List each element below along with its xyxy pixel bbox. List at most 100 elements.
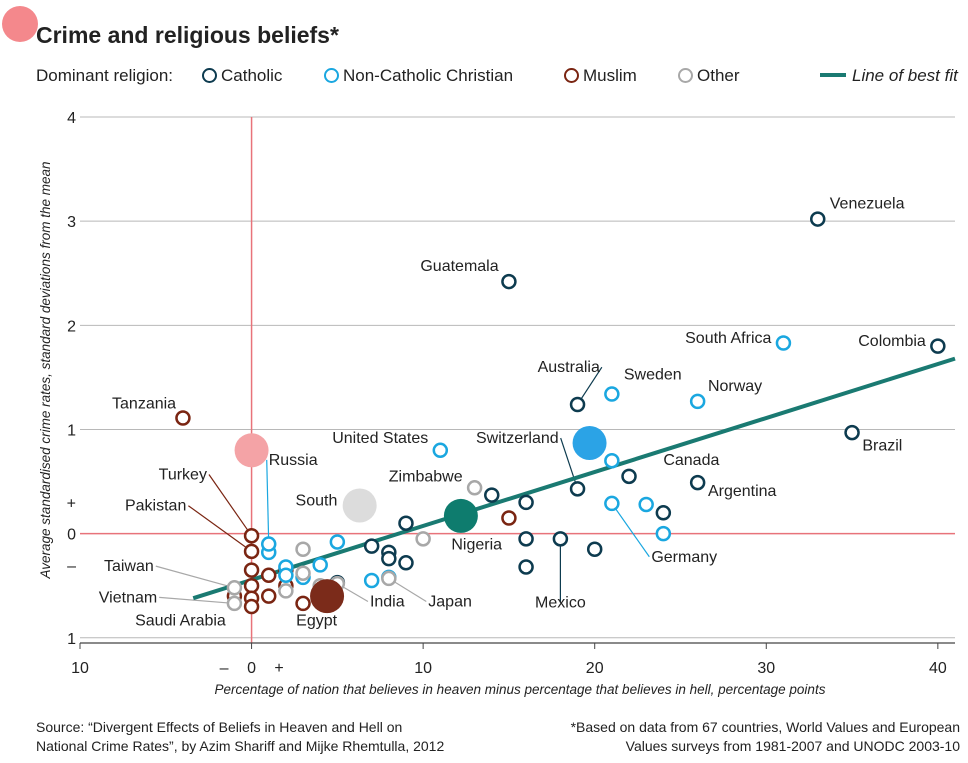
- point-label-india: India: [370, 594, 405, 611]
- y-tick-label: 0: [67, 527, 76, 544]
- y-sign-label: –: [67, 558, 76, 575]
- point-label-germany: Germany: [651, 549, 717, 566]
- point-label-egypt: Egypt: [296, 612, 337, 629]
- x-sign-label: –: [220, 660, 229, 677]
- data-point-brazil: [844, 424, 860, 441]
- leader-line: [159, 596, 235, 605]
- source-line-2: National Crime Rates”, by Azim Shariff a…: [36, 738, 445, 754]
- point-label-guatemala: Guatemala: [420, 258, 498, 275]
- data-point: [312, 557, 328, 573]
- data-point-nigeria: [501, 510, 517, 526]
- data-point: [518, 531, 534, 547]
- legend-ring-icon: [324, 68, 339, 83]
- x-axis-title: Percentage of nation that believes in he…: [215, 682, 826, 697]
- x-tick-label: 20: [586, 660, 604, 677]
- legend: Dominant religion: Catholic Non-Catholic…: [36, 66, 966, 90]
- data-point-saudi-arabia: [243, 598, 260, 615]
- data-point-russia: [260, 536, 277, 552]
- point-label-vietnam: Vietnam: [99, 589, 157, 606]
- x-tick-label: 10: [71, 660, 89, 677]
- point-label-south-africa: South Africa: [685, 330, 771, 347]
- point-label-japan: Japan: [428, 594, 472, 611]
- data-point: [363, 572, 380, 589]
- y-tick-label: 1: [67, 422, 76, 439]
- data-point: [655, 505, 672, 521]
- legend-best-fit: Line of best fit: [820, 66, 958, 86]
- data-point: [295, 565, 311, 581]
- point-label-taiwan: Taiwan: [104, 558, 154, 575]
- point-label-australia: Australia: [538, 359, 600, 376]
- point-label-turkey: Turkey: [159, 466, 207, 483]
- x-sign-label: +: [274, 660, 283, 677]
- source-note: Source: “Divergent Effects of Beliefs in…: [36, 718, 444, 756]
- legend-catholic: Catholic: [202, 66, 282, 86]
- data-point: [295, 541, 311, 558]
- y-tick-label: 4: [67, 110, 76, 127]
- point-label-colombia: Colombia: [858, 333, 926, 350]
- footnote: *Based on data from 67 countries, World …: [571, 718, 960, 756]
- leader-line: [155, 565, 235, 589]
- data-point-egypt: [295, 595, 311, 612]
- data-point-mexico: [552, 531, 569, 547]
- data-point-turkey: [243, 527, 260, 544]
- data-point: [381, 550, 397, 567]
- data-point-argentina: [689, 474, 706, 491]
- data-point: [363, 538, 380, 554]
- y-tick-label: 3: [67, 214, 76, 231]
- title-decoration: [2, 6, 38, 42]
- footnote-line-2: Values surveys from 1981-2007 and UNODC …: [625, 738, 960, 754]
- data-point: [655, 525, 672, 542]
- data-point: [260, 567, 277, 584]
- legend-label: Dominant religion:: [36, 66, 174, 85]
- data-point-taiwan: [226, 580, 243, 596]
- footnote-line-1: *Based on data from 67 countries, World …: [570, 719, 960, 735]
- data-point-vietnam: [226, 595, 243, 612]
- data-point: [415, 531, 431, 547]
- leader-line: [560, 437, 579, 490]
- y-axis-title: Average standardised crime rates, standa…: [38, 162, 53, 580]
- data-point: [278, 567, 294, 584]
- data-point-australia: [569, 396, 586, 413]
- x-tick-label: 10: [414, 660, 432, 677]
- x-tick-label: 30: [757, 660, 775, 677]
- point-label-saudi-arabia: Saudi Arabia: [135, 612, 226, 629]
- legend-other: Other: [678, 66, 740, 86]
- data-point: [243, 577, 260, 594]
- source-line-1: Source: “Divergent Effects of Beliefs in…: [36, 719, 403, 735]
- leader-line: [208, 474, 253, 537]
- data-point: [260, 588, 277, 604]
- legend-ring-icon: [202, 68, 217, 83]
- data-point: [586, 541, 603, 558]
- best-fit-line: [192, 356, 956, 601]
- y-tick-label: 1: [67, 631, 76, 648]
- data-point-norway: [689, 393, 706, 410]
- data-point: [329, 534, 346, 550]
- best-fit-line-icon: [820, 73, 846, 77]
- x-tick-label: 0: [247, 660, 256, 677]
- highlight-marker: [234, 433, 269, 468]
- x-tick-label: 40: [929, 660, 947, 677]
- data-point: [604, 452, 620, 469]
- data-point-venezuela: [809, 211, 826, 227]
- data-point-switzerland: [569, 481, 586, 497]
- point-label-norway: Norway: [708, 378, 762, 395]
- highlight-marker: [310, 579, 345, 614]
- data-point-united-states: [432, 442, 449, 459]
- point-label-south: South: [296, 493, 338, 510]
- data-point-south-africa: [775, 335, 792, 351]
- data-point-colombia: [930, 338, 946, 354]
- data-point-pakistan: [243, 543, 260, 560]
- data-point-canada: [621, 468, 637, 485]
- y-tick-label: 2: [67, 318, 76, 335]
- data-point: [518, 494, 534, 511]
- highlight-marker: [342, 488, 377, 523]
- leader-line: [611, 503, 650, 558]
- highlight-marker: [443, 498, 478, 533]
- data-point-zimbabwe: [466, 480, 483, 496]
- legend-non-catholic-christian: Non-Catholic Christian: [324, 66, 513, 86]
- leader-line: [266, 459, 270, 545]
- data-point-guatemala: [501, 273, 517, 290]
- data-point: [243, 562, 260, 578]
- point-label-united-states: United States: [332, 430, 428, 447]
